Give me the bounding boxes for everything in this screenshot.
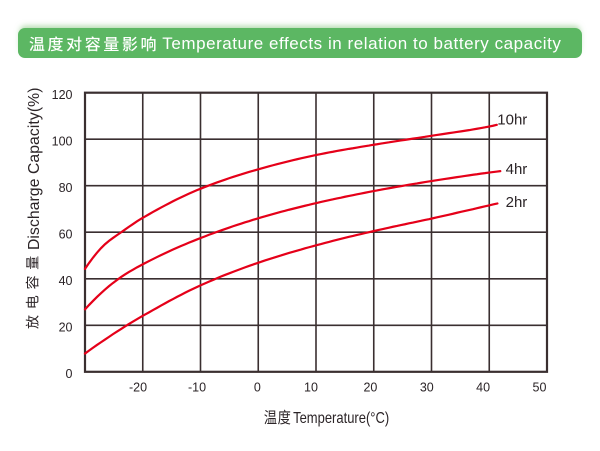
svg-text:2hr: 2hr	[506, 194, 528, 211]
svg-text:4hr: 4hr	[506, 161, 528, 178]
svg-text:-20: -20	[129, 381, 147, 395]
svg-text:100: 100	[52, 135, 73, 149]
svg-text:-10: -10	[188, 381, 206, 395]
svg-text:10hr: 10hr	[497, 112, 527, 129]
svg-text:20: 20	[59, 321, 73, 335]
svg-text:0: 0	[254, 381, 261, 395]
svg-text:40: 40	[59, 274, 73, 288]
svg-text:120: 120	[52, 88, 73, 102]
svg-text:50: 50	[533, 381, 547, 395]
svg-text:10: 10	[304, 381, 318, 395]
svg-text:60: 60	[59, 228, 73, 242]
svg-text:40: 40	[476, 381, 490, 395]
svg-text:0: 0	[66, 367, 73, 381]
svg-text:20: 20	[363, 381, 377, 395]
svg-text:30: 30	[420, 381, 434, 395]
svg-text:80: 80	[59, 181, 73, 195]
svg-text:Temperature(°C): Temperature(°C)	[293, 410, 389, 427]
svg-text:Discharge Capacity(%): Discharge Capacity(%)	[26, 87, 43, 250]
